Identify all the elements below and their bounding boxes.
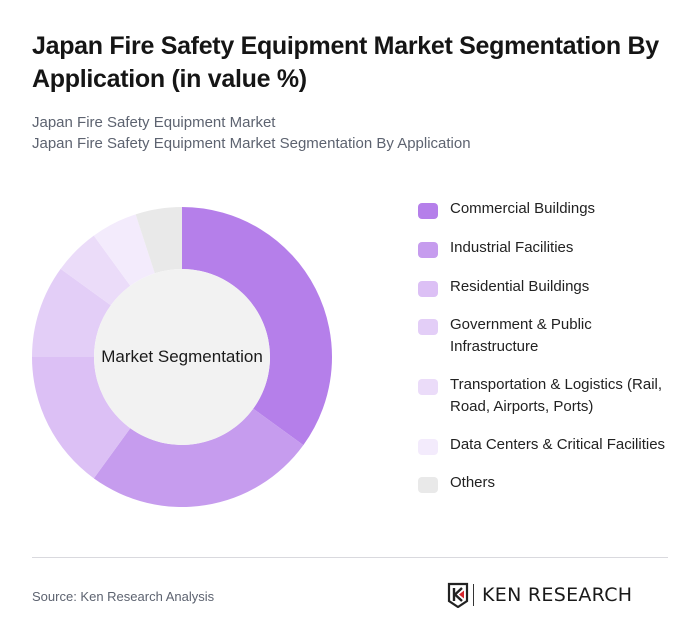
footer-divider: [32, 557, 668, 558]
donut-slice: [182, 207, 332, 446]
donut-slice: [32, 268, 111, 357]
subtitle-line-1: Japan Fire Safety Equipment Market: [32, 114, 276, 131]
ken-research-logo: KEN RESEARCH: [447, 582, 632, 608]
donut-center: [94, 269, 270, 445]
legend-label: Commercial Buildings: [450, 200, 596, 217]
donut-slice: [32, 357, 131, 479]
legend-item: Data Centers & Critical Facilities: [418, 434, 678, 456]
donut-slice: [135, 207, 182, 274]
legend-item: Commercial Buildings: [418, 198, 678, 220]
subtitle-line-2: Japan Fire Safety Equipment Market Segme…: [32, 135, 471, 152]
legend-label: Transportation & Logistics (Rail, Road, …: [450, 376, 663, 415]
legend-swatch: [418, 319, 438, 335]
legend-swatch: [418, 203, 438, 219]
donut-chart: [32, 207, 332, 507]
donut-slice: [60, 235, 131, 306]
chart-subtitle: Japan Fire Safety Equipment Market Japan…: [32, 112, 471, 154]
source-note: Source: Ken Research Analysis: [32, 589, 215, 604]
legend-item: Others: [418, 472, 678, 494]
logo-text: KEN RESEARCH: [482, 584, 633, 606]
legend-label: Industrial Facilities: [450, 239, 574, 256]
legend-swatch: [418, 439, 438, 455]
legend-label: Residential Buildings: [450, 278, 590, 295]
legend-item: Industrial Facilities: [418, 237, 678, 259]
legend-swatch: [418, 242, 438, 258]
legend-item: Government & Public Infrastructure: [418, 314, 678, 358]
legend-item: Residential Buildings: [418, 276, 678, 298]
chart-legend: Commercial Buildings Industrial Facilitie…: [418, 198, 678, 494]
chart-title: Japan Fire Safety Equipment Market Segme…: [32, 32, 659, 93]
legend-label: Government & Public Infrastructure: [450, 316, 592, 355]
legend-label: Data Centers & Critical Facilities: [450, 436, 666, 453]
logo-separator: [473, 584, 474, 606]
legend-swatch: [418, 379, 438, 395]
legend-swatch: [418, 477, 438, 493]
legend-label: Others: [450, 474, 496, 491]
ken-research-logo-icon: [447, 582, 469, 608]
donut-slice: [93, 214, 155, 286]
donut-slice: [93, 408, 304, 507]
legend-item: Transportation & Logistics (Rail, Road, …: [418, 374, 678, 418]
legend-swatch: [418, 281, 438, 297]
